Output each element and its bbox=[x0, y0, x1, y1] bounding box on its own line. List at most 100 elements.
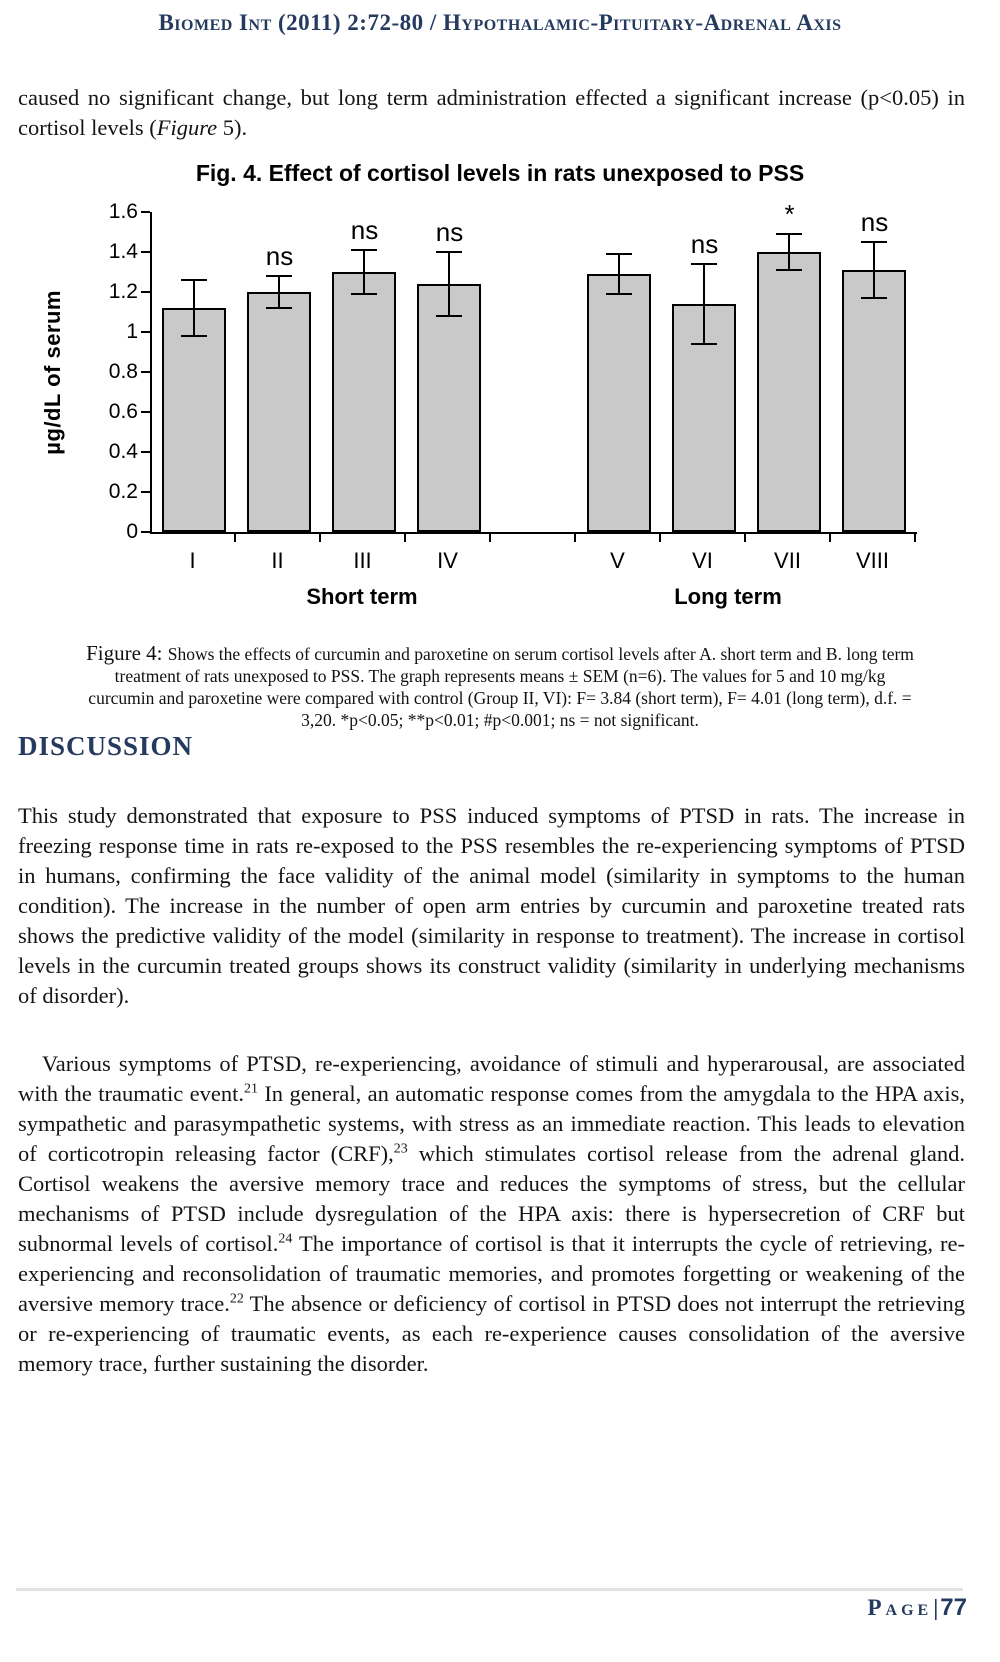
citation-superscript: 22 bbox=[229, 1291, 244, 1306]
x-category-label: V bbox=[610, 548, 625, 573]
y-tick-label: 1.4 bbox=[108, 240, 138, 263]
y-tick-label: 1.6 bbox=[108, 200, 138, 223]
discussion-paragraph-2: Various symptoms of PTSD, re-experiencin… bbox=[18, 1049, 965, 1379]
error-bar-cap bbox=[351, 249, 377, 251]
error-bar-cap bbox=[606, 253, 632, 255]
y-tick-mark bbox=[141, 531, 150, 533]
error-bar-cap bbox=[436, 251, 462, 253]
error-bar-line bbox=[278, 276, 280, 308]
y-tick-mark bbox=[141, 371, 150, 373]
error-bar-line bbox=[618, 254, 620, 294]
significance-label: ns bbox=[435, 217, 464, 247]
y-tick-label: 0.4 bbox=[108, 440, 138, 463]
text-segment: Various symptoms of PTSD, re-experiencin… bbox=[18, 1050, 965, 1106]
bar bbox=[757, 252, 821, 532]
citation-superscript: 23 bbox=[393, 1141, 408, 1156]
x-category-label: I bbox=[189, 548, 196, 573]
journal-header: Biomed Int (2011) 2:72-80 / Hypothalamic… bbox=[158, 10, 842, 35]
bar bbox=[842, 270, 906, 532]
y-tick-label: 0.8 bbox=[108, 360, 138, 383]
text-segment: In general, an automatic response comes … bbox=[18, 1080, 966, 1166]
y-tick-label: 0.2 bbox=[108, 480, 138, 503]
error-bar-cap bbox=[691, 263, 717, 265]
bar bbox=[247, 292, 311, 532]
x-tick-mark bbox=[489, 534, 491, 542]
error-bar-line bbox=[703, 264, 705, 344]
x-tick-mark bbox=[914, 534, 916, 542]
y-tick-label: 0 bbox=[126, 520, 138, 543]
caption-line: treatment of rats unexposed to PSS. The … bbox=[114, 666, 886, 686]
x-category-label: II bbox=[271, 548, 284, 573]
y-tick-mark bbox=[141, 491, 150, 493]
y-tick-label: 1 bbox=[126, 320, 138, 343]
error-bar-cap bbox=[266, 275, 292, 277]
y-tick-mark bbox=[141, 291, 150, 293]
caption-line: curcumin and paroxetine were compared wi… bbox=[88, 688, 912, 708]
x-tick-mark bbox=[829, 534, 831, 542]
page-number: 77 bbox=[940, 1594, 967, 1621]
error-bar-line bbox=[193, 280, 195, 336]
error-bar-cap bbox=[606, 293, 632, 295]
citation-superscript: 21 bbox=[243, 1081, 258, 1096]
y-tick-mark bbox=[141, 251, 150, 253]
page-footer: Page|77 bbox=[867, 1594, 967, 1622]
y-tick-mark bbox=[141, 211, 150, 213]
bar bbox=[587, 274, 651, 532]
x-category-label: III bbox=[353, 548, 372, 573]
x-tick-mark bbox=[574, 534, 576, 542]
page-label: Page bbox=[867, 1595, 933, 1620]
caption-line: Figure 4: Shows the effects of curcumin … bbox=[20, 642, 980, 665]
citation-superscript: 24 bbox=[278, 1231, 293, 1246]
significance-label: ns bbox=[690, 229, 719, 259]
x-category-label: VI bbox=[692, 548, 713, 573]
x-category-label: IV bbox=[437, 548, 458, 573]
error-bar-cap bbox=[776, 269, 802, 271]
x-category-label: VII bbox=[774, 548, 801, 573]
y-tick-mark bbox=[141, 331, 150, 333]
text-segment: 5). bbox=[217, 114, 248, 140]
page-separator: | bbox=[933, 1595, 939, 1620]
caption-line: 3,20. *p<0.05; **p<0.01; #p<0.001; ns = … bbox=[301, 710, 699, 730]
x-tick-mark bbox=[319, 534, 321, 542]
text-segment: The absence or deficiency of cortisol in… bbox=[18, 1290, 965, 1376]
error-bar-cap bbox=[861, 241, 887, 243]
y-axis-title: µg/dL of serum bbox=[40, 289, 65, 455]
caption-text: Shows the effects of curcumin and paroxe… bbox=[167, 644, 914, 664]
y-tick-label: 1.2 bbox=[108, 280, 138, 303]
error-bar-line bbox=[448, 252, 450, 316]
error-bar-cap bbox=[181, 335, 207, 337]
error-bar-line bbox=[788, 234, 790, 270]
figure4-chart: Fig. 4. Effect of cortisol levels in rat… bbox=[0, 150, 1000, 620]
error-bar-cap bbox=[776, 233, 802, 235]
discussion-heading: DISCUSSION bbox=[18, 731, 194, 761]
x-tick-mark bbox=[659, 534, 661, 542]
x-tick-mark bbox=[234, 534, 236, 542]
significance-label: ns bbox=[350, 215, 379, 245]
significance-label: ns bbox=[860, 207, 889, 237]
y-tick-mark bbox=[141, 411, 150, 413]
error-bar-cap bbox=[691, 343, 717, 345]
y-tick-label: 0.6 bbox=[108, 400, 138, 423]
error-bar-cap bbox=[351, 293, 377, 295]
caption-label: Figure 4: bbox=[86, 641, 168, 665]
error-bar-cap bbox=[181, 279, 207, 281]
group-label: Long term bbox=[674, 584, 782, 609]
discussion-paragraph-1: This study demonstrated that exposure to… bbox=[18, 802, 965, 1008]
bar bbox=[332, 272, 396, 532]
x-tick-mark bbox=[404, 534, 406, 542]
text-segment: which stimulates cortisol release from t… bbox=[18, 1140, 965, 1256]
error-bar-line bbox=[873, 242, 875, 298]
text-segment: caused no significant change, but long t… bbox=[18, 84, 965, 140]
significance-label: ns bbox=[265, 241, 294, 271]
chart-title: Fig. 4. Effect of cortisol levels in rat… bbox=[195, 160, 805, 186]
x-category-label: VIII bbox=[855, 548, 889, 573]
footer-rule bbox=[16, 1588, 963, 1591]
error-bar-cap bbox=[266, 307, 292, 309]
plot-area: ns ns ns ns * ns bbox=[150, 200, 917, 534]
text-segment: The importance of cortisol is that it in… bbox=[18, 1230, 965, 1316]
text-segment: Figure bbox=[156, 114, 218, 140]
error-bar-cap bbox=[861, 297, 887, 299]
x-tick-mark bbox=[744, 534, 746, 542]
significance-label: * bbox=[784, 199, 795, 229]
